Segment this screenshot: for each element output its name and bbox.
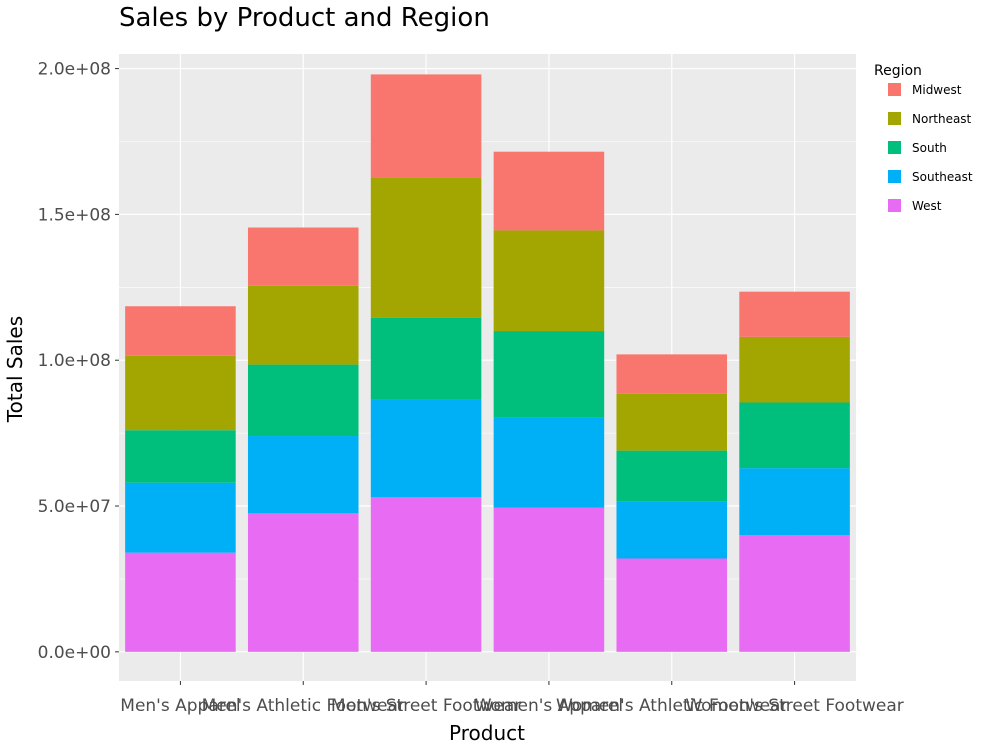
x-axis-title: Product [449, 721, 525, 744]
bars [125, 74, 850, 652]
bar-segment-west [125, 552, 236, 652]
legend-key-west [888, 199, 901, 212]
legend: Region Midwest Northeast South Southeast Wes… [874, 63, 973, 213]
y-tick-label: 5.0e+07 [38, 497, 111, 517]
bar-segment-west [247, 513, 359, 652]
plot-panel [119, 54, 856, 681]
bar-segment-southeast [370, 399, 482, 498]
bar-segment-southeast [247, 436, 359, 514]
bar-segment-northeast [616, 393, 728, 451]
y-axis-ticks: 0.0e+00 5.0e+07 1.0e+08 1.5e+08 2.0e+08 [38, 60, 119, 663]
x-tick-label: Men's Street Footwear [331, 696, 521, 716]
bar-segment-northeast [125, 355, 236, 431]
bar-segment-west [493, 507, 605, 652]
bar-segment-southeast [493, 417, 605, 508]
y-tick-label: 1.5e+08 [38, 205, 111, 225]
x-tick-label: Men's Athletic Footwear [202, 696, 405, 716]
legend-label-northeast: Northeast [912, 112, 972, 126]
bar-segment-northeast [247, 285, 359, 365]
legend-key-midwest [888, 83, 901, 96]
bar-segment-northeast [739, 336, 850, 403]
legend-label-southeast: Southeast [912, 170, 973, 184]
bar-segment-west [370, 497, 482, 652]
bar-segment-south [616, 450, 728, 502]
bar-segment-midwest [739, 291, 850, 337]
bar-segment-west [616, 558, 728, 652]
bar-segment-midwest [125, 306, 236, 356]
bar-segment-south [370, 317, 482, 400]
bar-segment-southeast [739, 468, 850, 536]
chart-title: Sales by Product and Region [119, 3, 490, 33]
legend-key-northeast [888, 112, 901, 125]
y-tick-label: 1.0e+08 [38, 351, 111, 371]
bar-segment-midwest [493, 151, 605, 231]
y-tick-label: 2.0e+08 [38, 60, 111, 80]
bar-segment-west [739, 535, 850, 652]
legend-key-southeast [888, 170, 901, 183]
y-tick-label: 0.0e+00 [38, 643, 111, 663]
bar-segment-midwest [247, 227, 359, 286]
x-tick-label: Women's Apparel [475, 696, 623, 716]
bar-segment-midwest [370, 74, 482, 178]
bar-segment-northeast [370, 177, 482, 318]
bar-segment-midwest [616, 354, 728, 394]
bar-segment-south [125, 430, 236, 483]
legend-label-south: South [912, 141, 947, 155]
x-tick-label: Women's Street Footwear [685, 696, 903, 716]
legend-label-west: West [912, 199, 942, 213]
y-axis-title: Total Sales [3, 316, 27, 423]
bar-segment-south [247, 364, 359, 437]
bar-segment-south [493, 331, 605, 418]
x-tick-label: Men's Apparel [120, 696, 240, 716]
bar-segment-southeast [616, 501, 728, 559]
bar-segment-southeast [125, 482, 236, 553]
legend-label-midwest: Midwest [912, 83, 962, 97]
legend-title: Region [874, 63, 922, 79]
bar-segment-northeast [493, 230, 605, 332]
legend-key-south [888, 141, 901, 154]
x-tick-label: Women's Athletic Footwear [556, 696, 787, 716]
bar-segment-south [739, 402, 850, 469]
